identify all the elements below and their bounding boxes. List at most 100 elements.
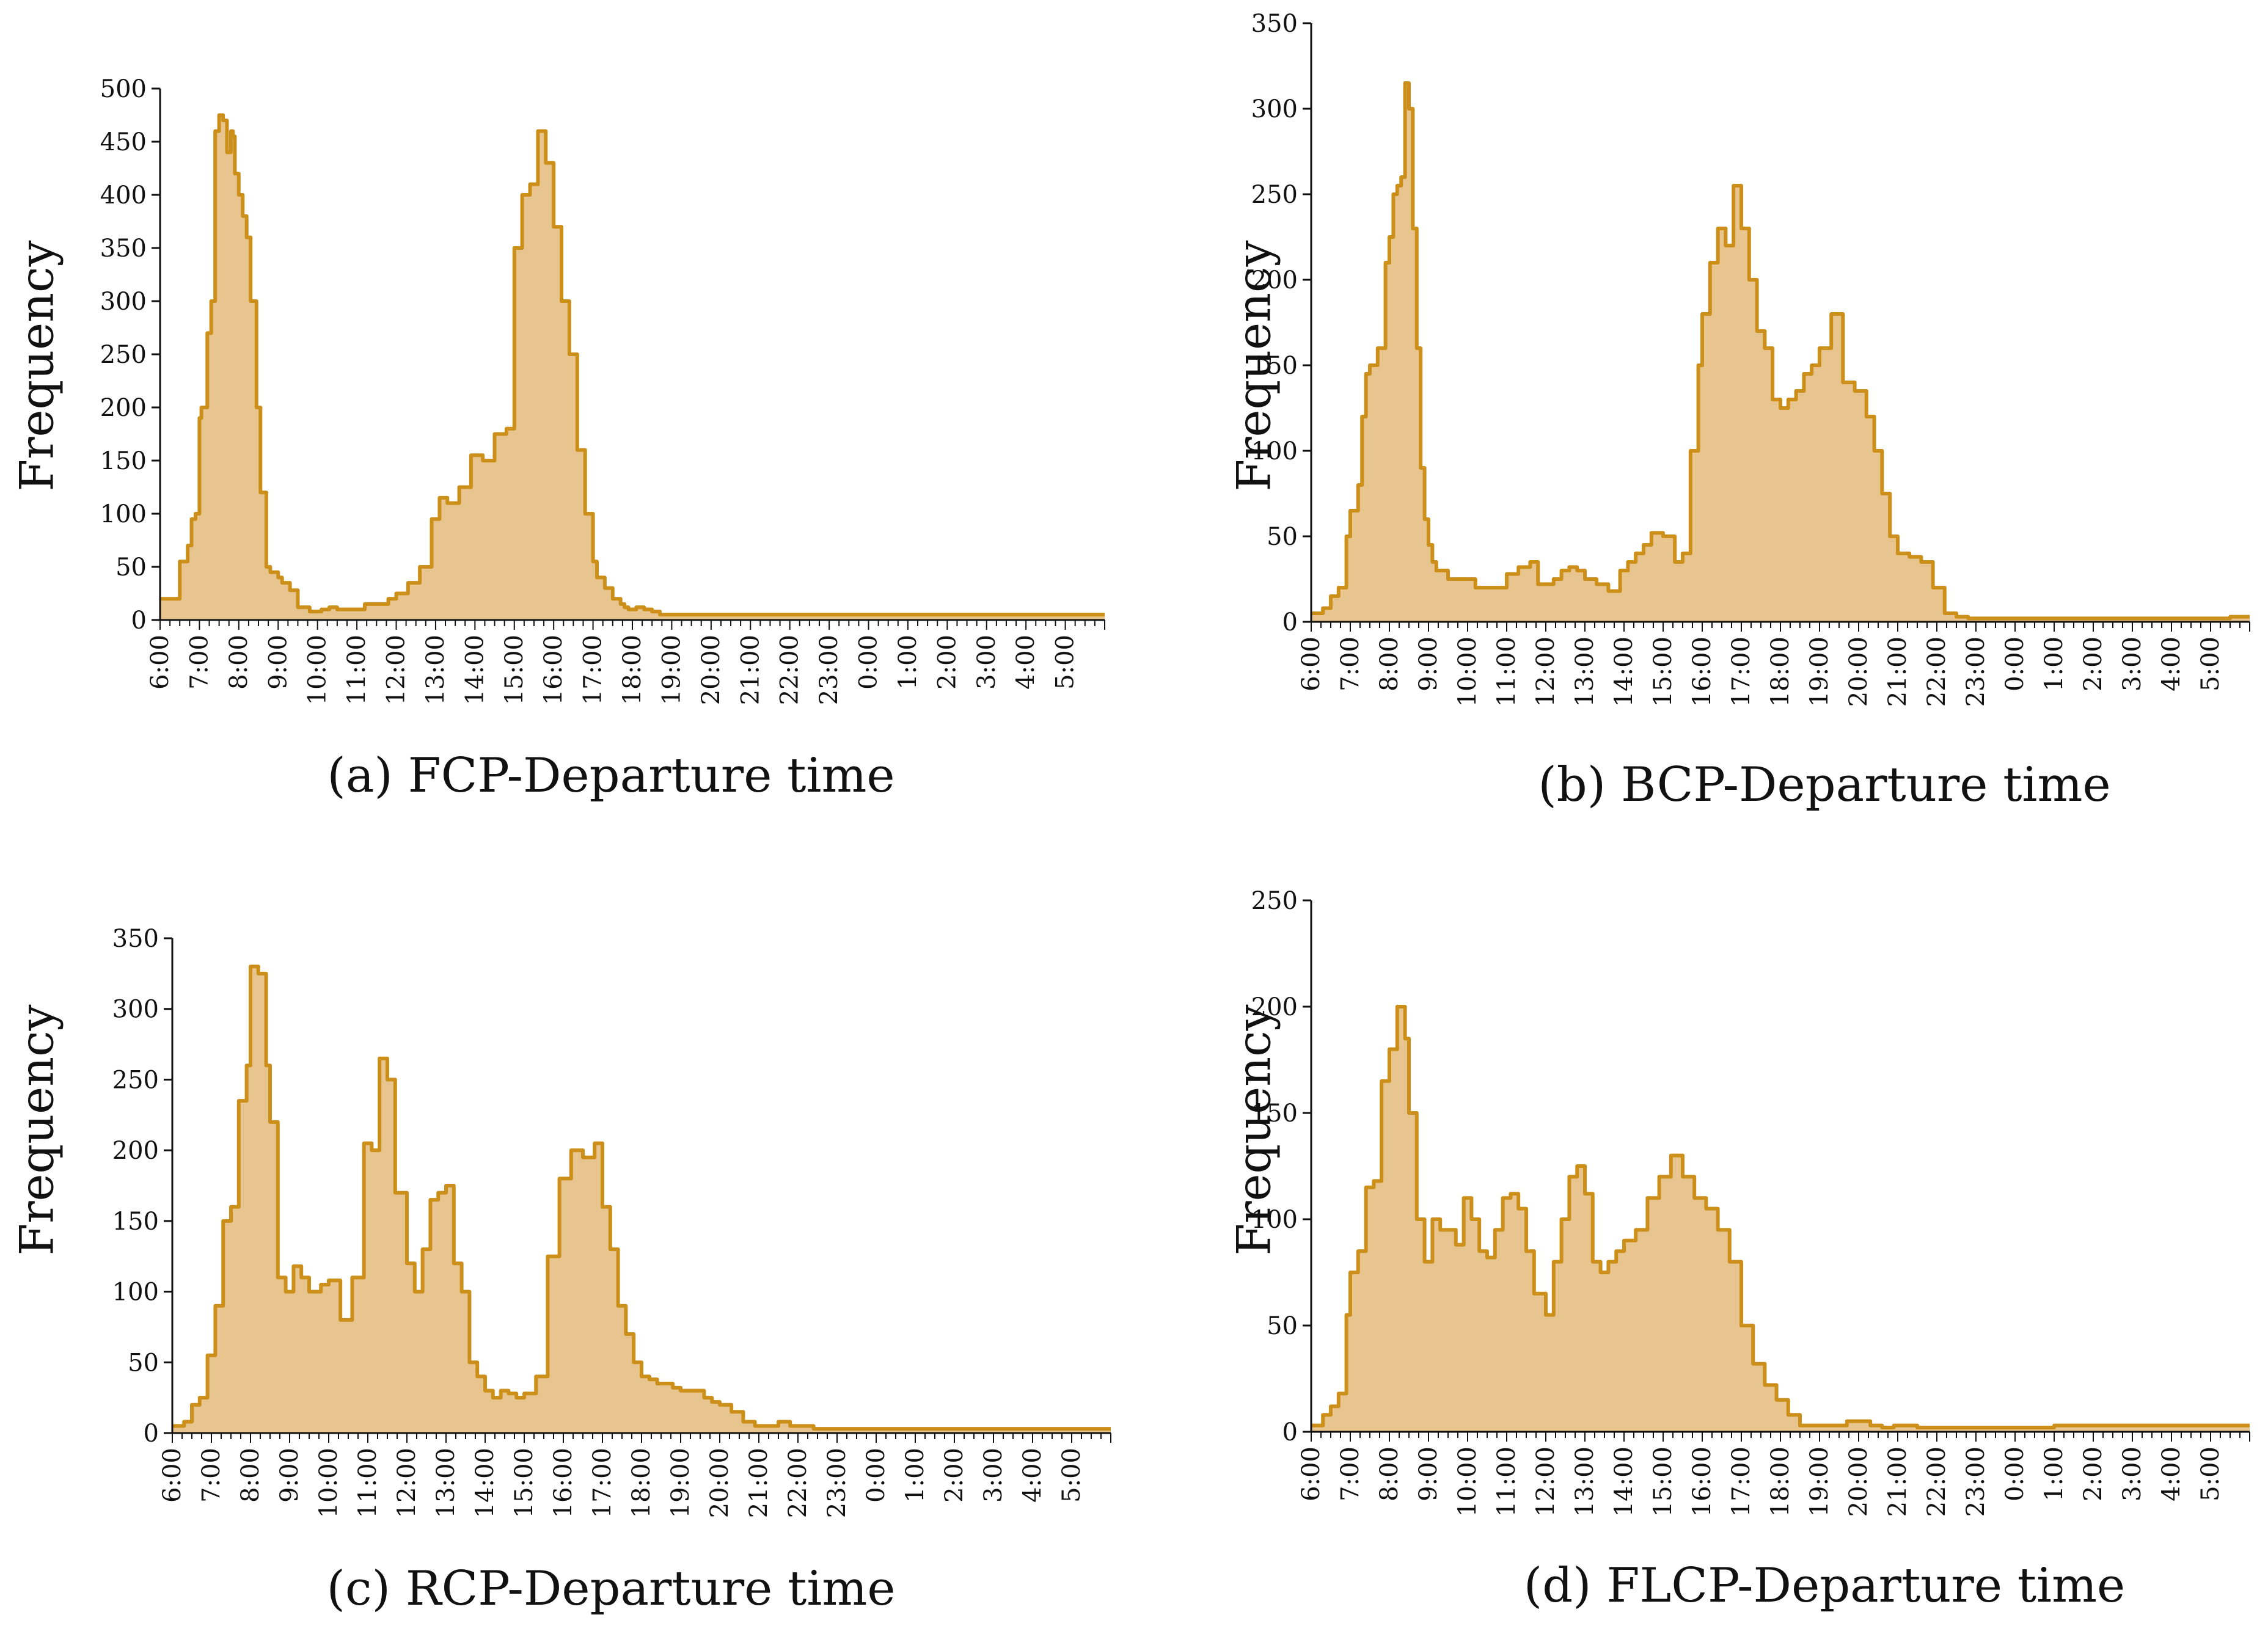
x-tick-label-b: 11:00: [1493, 636, 1521, 707]
x-tick-label-d: 20:00: [1845, 1446, 1873, 1517]
series-line-b: [1311, 81, 2250, 621]
x-tick-label-b: 23:00: [1962, 636, 1990, 707]
x-tick-label-b: 13:00: [1571, 636, 1599, 707]
x-tick-label-c: 23:00: [823, 1448, 851, 1518]
y-tick-label-c: 200: [112, 1137, 159, 1165]
x-tick-label-c: 20:00: [706, 1448, 734, 1518]
x-tick-label-b: 19:00: [1805, 636, 1834, 707]
y-tick-label-b: 50: [1267, 523, 1298, 551]
caption-b: (b) BCP-Departure time: [1538, 757, 2111, 812]
x-tick-label-a: 5:00: [1052, 635, 1080, 690]
x-tick-label-d: 12:00: [1532, 1446, 1560, 1517]
x-tick-label-b: 10:00: [1454, 636, 1482, 707]
x-tick-label-a: 7:00: [185, 635, 213, 690]
x-tick-label-b: 20:00: [1845, 636, 1873, 707]
series-line-d: [1311, 1005, 2250, 1429]
x-tick-label-d: 11:00: [1493, 1446, 1521, 1517]
area-fill-c: [172, 966, 1111, 1433]
x-tick-label-a: 17:00: [579, 635, 607, 705]
x-tick-label-b: 17:00: [1727, 636, 1755, 707]
x-tick-label-a: 18:00: [618, 635, 646, 705]
y-tick-label-c: 50: [128, 1349, 159, 1377]
y-tick-label-a: 0: [131, 607, 147, 635]
x-tick-label-a: 15:00: [500, 635, 529, 705]
x-tick-label-c: 3:00: [979, 1448, 1008, 1503]
chart-panel-b: Frequency 0 50 100 150 200 250 300 350 6:00 7:00 8…: [1134, 0, 2268, 822]
x-tick-label-a: 0:00: [855, 635, 883, 690]
y-tick-label-b: 150: [1251, 352, 1298, 380]
y-tick-label-c: 350: [112, 925, 159, 953]
x-tick-label-a: 13:00: [422, 635, 450, 705]
y-tick-label-a: 200: [100, 394, 147, 422]
y-tick-label-a: 450: [100, 128, 147, 156]
y-tick-label-d: 50: [1267, 1312, 1298, 1340]
x-tick-label-a: 4:00: [1012, 635, 1040, 690]
x-tick-label-a: 14:00: [461, 635, 489, 705]
y-tick-label-b: 0: [1282, 608, 1298, 636]
x-tick-label-c: 11:00: [354, 1448, 382, 1518]
y-tick-label-c: 250: [112, 1066, 159, 1094]
caption-d: (d) FLCP-Departure time: [1523, 1558, 2126, 1613]
y-tick-label-a: 300: [100, 288, 147, 316]
y-tick-label-c: 150: [112, 1208, 159, 1236]
x-tick-label-b: 18:00: [1766, 636, 1794, 707]
x-tick-label-d: 0:00: [2001, 1446, 2029, 1501]
chart-panel-c: Frequency 0 50 100 150 200 250 300 350 6:00 7:00 8…: [0, 822, 1134, 1645]
x-tick-label-d: 1:00: [2040, 1446, 2068, 1501]
x-tick-label-d: 14:00: [1610, 1446, 1638, 1517]
x-tick-label-c: 6:00: [158, 1448, 186, 1503]
x-tick-label-b: 15:00: [1649, 636, 1677, 707]
series-line-a: [160, 113, 1105, 617]
x-tick-label-d: 7:00: [1336, 1446, 1364, 1501]
chart-panel-d: Frequency 0 50 100 150 200 250 6:00 7:00 8:00 9:0…: [1134, 822, 2268, 1645]
x-tick-label-d: 16:00: [1688, 1446, 1716, 1517]
x-tick-label-c: 19:00: [667, 1448, 695, 1518]
x-tick-label-d: 4:00: [2157, 1446, 2186, 1501]
x-tick-label-c: 16:00: [549, 1448, 577, 1518]
plot-area-b: 0 50 100 150 200 250 300 350 6:00 7:00 8:00 9:00 10:…: [1251, 10, 2250, 707]
area-fill-b: [1311, 83, 2250, 622]
x-tick-label-c: 7:00: [197, 1448, 225, 1503]
x-tick-label-c: 4:00: [1019, 1448, 1047, 1503]
x-tick-label-d: 19:00: [1805, 1446, 1834, 1517]
x-tick-label-d: 21:00: [1884, 1446, 1912, 1517]
y-tick-label-d: 200: [1251, 993, 1298, 1021]
y-tick-label-a: 400: [100, 181, 147, 210]
y-tick-label-d: 250: [1251, 887, 1298, 915]
x-tick-label-c: 2:00: [940, 1448, 968, 1503]
x-tick-label-c: 17:00: [588, 1448, 616, 1518]
x-tick-label-d: 13:00: [1571, 1446, 1599, 1517]
x-tick-label-d: 18:00: [1766, 1446, 1794, 1517]
area-fill-d: [1311, 1007, 2250, 1432]
x-tick-label-c: 5:00: [1058, 1448, 1086, 1503]
x-tick-label-a: 3:00: [973, 635, 1001, 690]
caption-a: (a) FCP-Departure time: [327, 748, 895, 803]
y-tick-label-d: 100: [1251, 1206, 1298, 1234]
x-tick-label-c: 8:00: [236, 1448, 265, 1503]
x-tick-label-d: 2:00: [2079, 1446, 2107, 1501]
x-tick-label-a: 8:00: [225, 635, 253, 690]
x-tick-label-a: 16:00: [540, 635, 568, 705]
x-tick-label-d: 10:00: [1454, 1446, 1482, 1517]
y-tick-label-a: 250: [100, 341, 147, 369]
x-tick-label-b: 6:00: [1297, 636, 1325, 691]
x-tick-label-b: 16:00: [1688, 636, 1716, 707]
y-tick-label-c: 0: [144, 1420, 159, 1448]
x-tick-label-d: 17:00: [1727, 1446, 1755, 1517]
x-tick-label-b: 14:00: [1610, 636, 1638, 707]
y-tick-label-a: 350: [100, 235, 147, 263]
y-tick-label-c: 100: [112, 1278, 159, 1307]
y-tick-label-b: 350: [1251, 10, 1298, 38]
y-tick-label-a: 50: [115, 553, 147, 582]
x-tick-label-a: 10:00: [304, 635, 332, 705]
caption-c: (c) RCP-Departure time: [326, 1561, 896, 1616]
y-tick-label-a: 100: [100, 500, 147, 528]
x-tick-label-a: 1:00: [894, 635, 922, 690]
x-tick-label-d: 3:00: [2118, 1446, 2146, 1501]
y-tick-label-a: 150: [100, 447, 147, 475]
x-tick-label-a: 23:00: [815, 635, 843, 705]
x-tick-label-c: 0:00: [862, 1448, 890, 1503]
x-tick-label-d: 5:00: [2197, 1446, 2225, 1501]
x-tick-label-d: 22:00: [1923, 1446, 1951, 1517]
x-tick-label-d: 9:00: [1414, 1446, 1443, 1501]
